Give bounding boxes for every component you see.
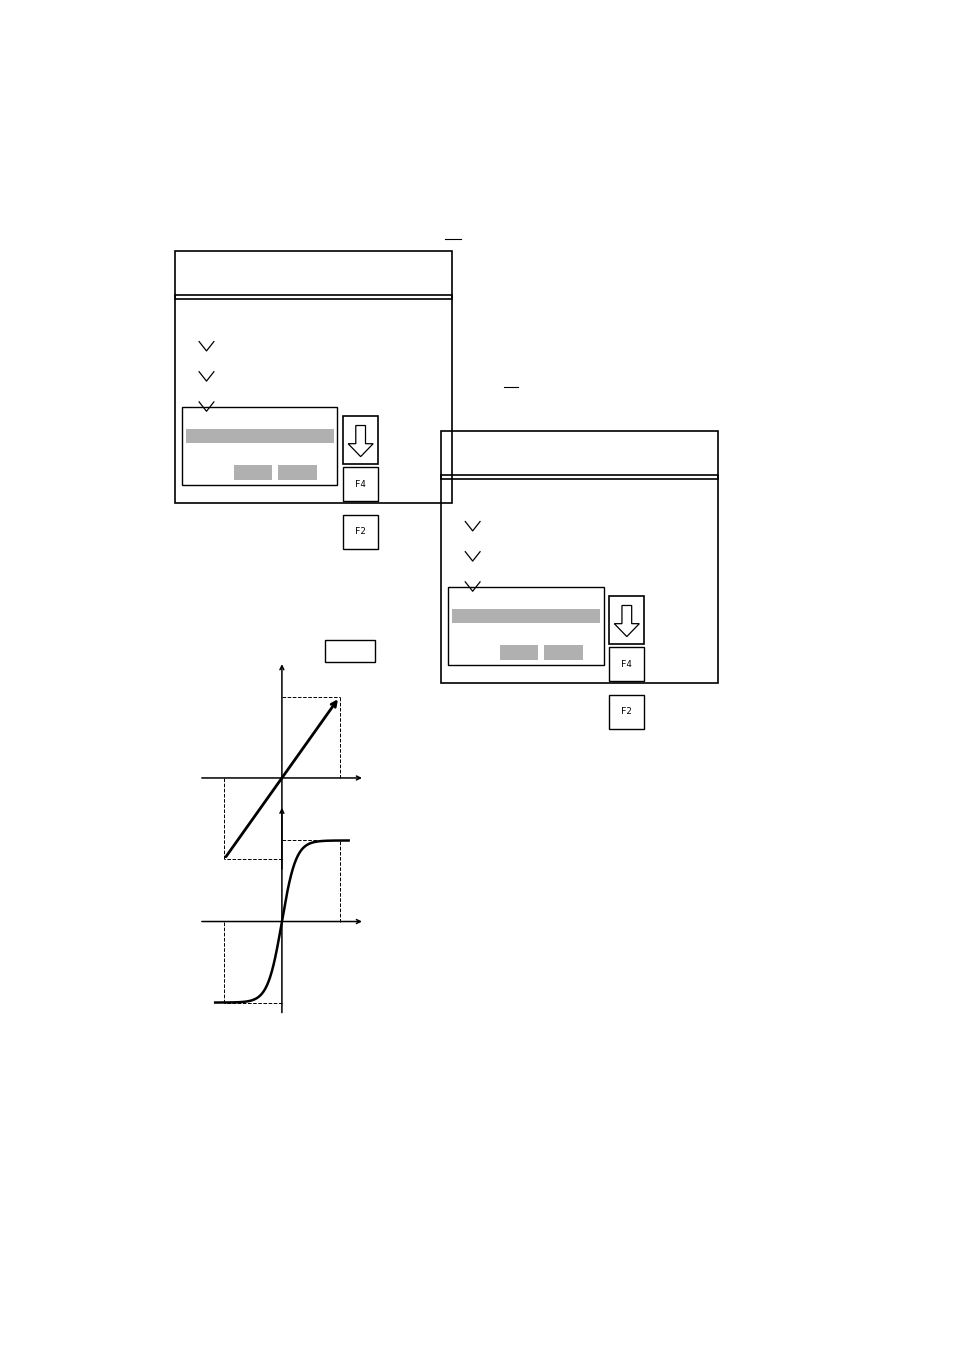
Text: F4: F4	[620, 659, 632, 669]
Bar	[182, 407, 337, 485]
Bar	[448, 586, 603, 665]
Bar	[278, 465, 316, 481]
Bar	[343, 467, 377, 501]
Bar	[609, 596, 643, 644]
Bar	[174, 250, 452, 300]
Bar	[324, 639, 375, 662]
Text: F4: F4	[355, 480, 366, 489]
Bar	[343, 416, 377, 463]
Bar	[544, 644, 582, 661]
Bar	[440, 476, 718, 684]
Bar	[440, 431, 718, 480]
Text: F2: F2	[620, 708, 632, 716]
Bar	[233, 465, 272, 481]
Bar	[499, 644, 537, 661]
Bar	[174, 296, 452, 504]
Bar	[186, 430, 334, 443]
Text: F2: F2	[355, 527, 366, 536]
Bar	[609, 647, 643, 681]
Bar	[609, 694, 643, 730]
Bar	[343, 515, 377, 549]
Bar	[452, 609, 599, 623]
